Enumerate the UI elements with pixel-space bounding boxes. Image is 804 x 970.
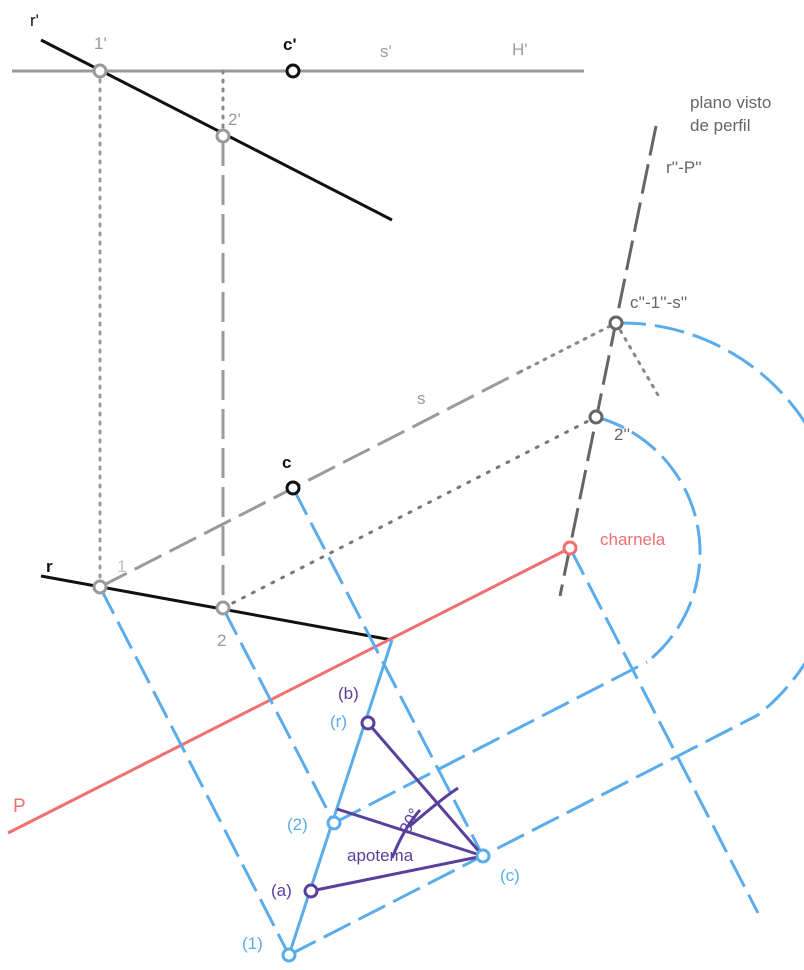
labels: r' 1' c' s' H' 2' plano visto de perfil … bbox=[13, 11, 771, 953]
label-1-par: (1) bbox=[242, 934, 263, 953]
label-r: r bbox=[46, 557, 53, 576]
point-1 bbox=[92, 579, 108, 595]
point-2-rebated bbox=[326, 815, 342, 831]
rebatment-line-charnela bbox=[568, 547, 760, 914]
label-P: P bbox=[13, 796, 26, 817]
line-r-prime bbox=[40, 38, 393, 222]
point-c-pp bbox=[608, 315, 624, 331]
label-s-prime: s' bbox=[380, 42, 392, 61]
label-charnela: charnela bbox=[600, 530, 666, 549]
arc-large bbox=[615, 321, 804, 717]
rebatment-line-2 bbox=[221, 607, 336, 824]
point-2-prime bbox=[215, 128, 231, 144]
point-c-prime bbox=[285, 63, 301, 79]
label-c-pp-group: c''-1''-s'' bbox=[630, 293, 687, 312]
label-1: 1 bbox=[117, 557, 126, 576]
line-s-dotted bbox=[518, 321, 618, 374]
label-c-par: (c) bbox=[500, 866, 520, 885]
purple-construction bbox=[310, 722, 485, 893]
label-c-prime: c' bbox=[283, 35, 297, 54]
point-c bbox=[285, 480, 301, 496]
label-b-par: (b) bbox=[338, 684, 359, 703]
segment-c-to-a bbox=[310, 854, 484, 893]
label-plano-line2: de perfil bbox=[690, 116, 750, 135]
apotema-line bbox=[336, 807, 484, 858]
point-a-rebated bbox=[303, 883, 319, 899]
label-1-prime: 1' bbox=[94, 34, 107, 53]
angle-30-arc-inner bbox=[390, 809, 422, 859]
label-a-par: (a) bbox=[271, 881, 292, 900]
blue-construction bbox=[98, 321, 804, 957]
label-c: c bbox=[282, 453, 291, 472]
label-H-prime: H' bbox=[512, 40, 528, 59]
label-angle-30: 30° bbox=[396, 805, 425, 837]
point-charnela bbox=[562, 540, 578, 556]
rebated-line-r bbox=[287, 639, 394, 956]
segment-c-to-r bbox=[366, 722, 485, 857]
rebatment-line-1 bbox=[98, 586, 291, 956]
arc-line-inner bbox=[333, 660, 648, 825]
profile-plane-line-P-pp bbox=[558, 125, 658, 597]
label-2-pp: 2'' bbox=[614, 425, 630, 444]
label-2-par: (2) bbox=[287, 815, 308, 834]
points bbox=[92, 63, 624, 963]
line-s-dashed bbox=[99, 370, 521, 589]
plane-P-trace bbox=[7, 546, 571, 835]
point-2 bbox=[215, 600, 231, 616]
angle-30-arc bbox=[409, 786, 459, 828]
cpp-to-2pp-dotted bbox=[614, 321, 660, 397]
label-r-prime: r' bbox=[30, 11, 39, 30]
point-1-prime bbox=[92, 63, 108, 79]
label-plano-line1: plano visto bbox=[690, 93, 771, 112]
arc-small bbox=[595, 415, 702, 664]
label-apotema: apotema bbox=[347, 846, 414, 865]
label-2-prime: 2' bbox=[228, 110, 241, 129]
point-r-rebated bbox=[360, 715, 376, 731]
rebatment-line-c bbox=[291, 487, 485, 857]
label-r-par: (r) bbox=[330, 712, 347, 731]
point-2-pp bbox=[588, 409, 604, 425]
line-2-to-2pp-dotted bbox=[221, 415, 598, 610]
point-c-rebated bbox=[475, 848, 491, 864]
label-s: s bbox=[417, 389, 426, 408]
point-1-rebated bbox=[281, 947, 297, 963]
label-r-pp-P-pp: r''-P'' bbox=[666, 158, 702, 177]
label-2: 2 bbox=[217, 631, 226, 650]
arc-line-outer bbox=[288, 713, 759, 957]
